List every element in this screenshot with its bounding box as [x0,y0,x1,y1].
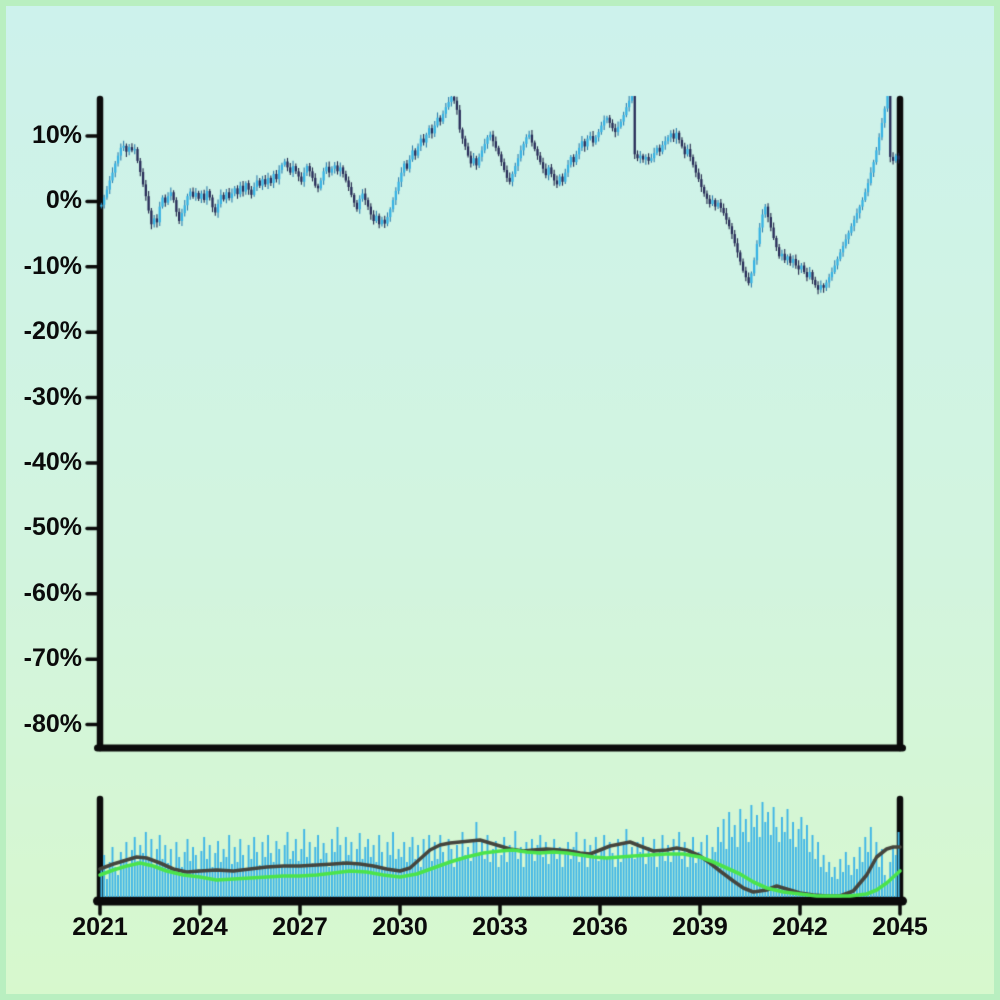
y-tick-label: -60% [23,578,82,607]
x-tick-label: 2045 [872,913,928,941]
x-tick-label: 2036 [572,913,628,941]
x-tick-label: 2021 [72,913,128,941]
y-tick-label: 10% [31,121,82,149]
x-tick-label: 2024 [172,913,228,941]
y-tick-label: -30% [23,382,82,411]
x-tick-label: 2033 [472,913,528,941]
y-tick-label: -40% [23,448,82,476]
x-tick-label: 2030 [372,913,428,941]
y-tick-label: -50% [23,513,82,542]
y-tick-label: 0% [45,186,82,215]
y-tick-label: -10% [23,251,82,280]
x-tick-label: 2027 [272,913,328,941]
y-tick-label: -70% [23,644,82,673]
y-tick-label: -80% [23,709,82,738]
y-tick-label: -20% [23,317,82,346]
x-tick-label: 2042 [772,913,828,941]
x-tick-label: 2039 [672,913,728,941]
